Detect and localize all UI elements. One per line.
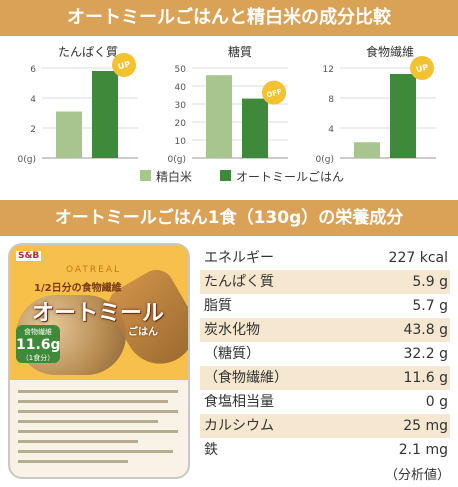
badge-text: OFF <box>266 88 283 100</box>
package-label-panel <box>10 380 188 477</box>
nutrition-row: 脂質 5.7 g <box>200 294 450 318</box>
fiber-badge-value: 11.6g <box>16 337 61 353</box>
nutrition-row: （食物繊維） 11.6 g <box>200 366 450 390</box>
nutrition-value: 11.6 g <box>403 370 448 386</box>
tick-label: 4 <box>30 95 36 105</box>
brand-name: オートミール <box>32 301 165 326</box>
legend-label-oat: オートミールごはん <box>236 170 345 184</box>
nutrition-row: カルシウム 25 mg <box>200 414 450 438</box>
chart-title: 食物繊維 <box>366 44 414 59</box>
badge-text: UP <box>415 63 429 75</box>
tick-label: 4 <box>328 125 334 135</box>
tick-label: 12 <box>323 65 334 75</box>
nutrition-value: 43.8 g <box>403 322 448 338</box>
nutrition-label: カルシウム <box>204 418 274 434</box>
bar-oat <box>242 98 268 158</box>
tick-label: 40 <box>175 83 187 93</box>
badge-circle <box>262 80 286 105</box>
fiber-claim: 1/2日分の食物繊維 <box>34 283 122 294</box>
bar-rice <box>56 111 82 158</box>
tick-label: 0(g) <box>316 155 334 165</box>
bar-oat <box>390 74 416 158</box>
maker-logo: S&B <box>16 251 42 261</box>
bar-oat <box>92 71 118 158</box>
tick-label: 50 <box>175 65 187 75</box>
nutrition-label: 食塩相当量 <box>204 394 274 410</box>
nutrition-value: 2.1 mg <box>398 442 448 458</box>
legend-swatch-rice <box>140 170 151 181</box>
tick-label: 6 <box>30 65 36 75</box>
nutrition-label: たんぱく質 <box>204 274 274 290</box>
badge-circle <box>410 56 434 80</box>
nutrition-label: エネルギー <box>204 250 274 266</box>
nutrition-value: 5.7 g <box>412 298 448 314</box>
nutrition-row: （糖質） 32.2 g <box>200 342 450 366</box>
tick-label: 2 <box>30 125 36 135</box>
tick-label: 30 <box>175 101 187 111</box>
tick-label: 0(g) <box>168 155 186 165</box>
nutrition-label: 炭水化物 <box>204 322 260 338</box>
nutrition-row: 鉄 2.1 mg <box>200 438 450 462</box>
nutrition-value: 5.9 g <box>412 274 448 290</box>
fiber-badge-label: 食物繊維 <box>24 328 52 336</box>
bar-rice <box>206 75 232 158</box>
nutrition-value: 0 g <box>425 394 448 410</box>
brand-suffix: ごはん <box>128 327 158 338</box>
oatreal-logo: OATREAL <box>66 265 121 275</box>
tick-label: 0(g) <box>18 155 36 165</box>
analysis-note: （分析値） <box>384 468 450 483</box>
legend-item-oat: オートミールごはん <box>220 168 344 185</box>
badge-text: UP <box>117 60 131 72</box>
nutrition-title: オートミールごはん1食（130g）の栄養成分 <box>0 200 458 236</box>
nutrition-label: 鉄 <box>204 442 218 458</box>
nutrition-label: （食物繊維） <box>204 370 288 386</box>
legend-swatch-oat <box>220 170 231 181</box>
nutrition-value: 25 mg <box>403 418 448 434</box>
bar-rice <box>354 142 380 158</box>
comparison-title: オートミールごはんと精白米の成分比較 <box>0 0 458 36</box>
nutrition-label: 脂質 <box>204 298 232 314</box>
tick-label: 20 <box>175 119 187 129</box>
nutrition-value: 32.2 g <box>403 346 448 362</box>
nutrition-label: （糖質） <box>204 346 260 362</box>
nutrition-row: たんぱく質 5.9 g <box>200 270 450 294</box>
product-package-image: S&B OATREAL 1/2日分の食物繊維 オートミール ごはん 食物繊維 1… <box>8 243 190 479</box>
nutrition-row: 炭水化物 43.8 g <box>200 318 450 342</box>
nutrition-row: 食塩相当量 0 g <box>200 390 450 414</box>
nutrition-row: エネルギー 227 kcal <box>200 246 450 270</box>
legend-item-rice: 精白米 <box>140 168 192 185</box>
tick-label: 8 <box>328 95 334 105</box>
nutrition-value: 227 kcal <box>388 250 448 266</box>
fiber-badge: 食物繊維 11.6g （1食分） <box>16 325 61 363</box>
legend-label-rice: 精白米 <box>156 170 193 184</box>
chart-title: たんぱく質 <box>58 44 118 59</box>
fiber-badge-note: （1食分） <box>21 354 55 362</box>
chart-title: 糖質 <box>228 44 252 59</box>
comparison-charts: たんぱく質 0(g) 2 4 6 UP 糖質 0(g) 10 20 30 40 50 OFF 食物繊維 0(g… <box>18 44 436 165</box>
tick-label: 10 <box>175 137 187 147</box>
badge-circle <box>112 53 136 77</box>
